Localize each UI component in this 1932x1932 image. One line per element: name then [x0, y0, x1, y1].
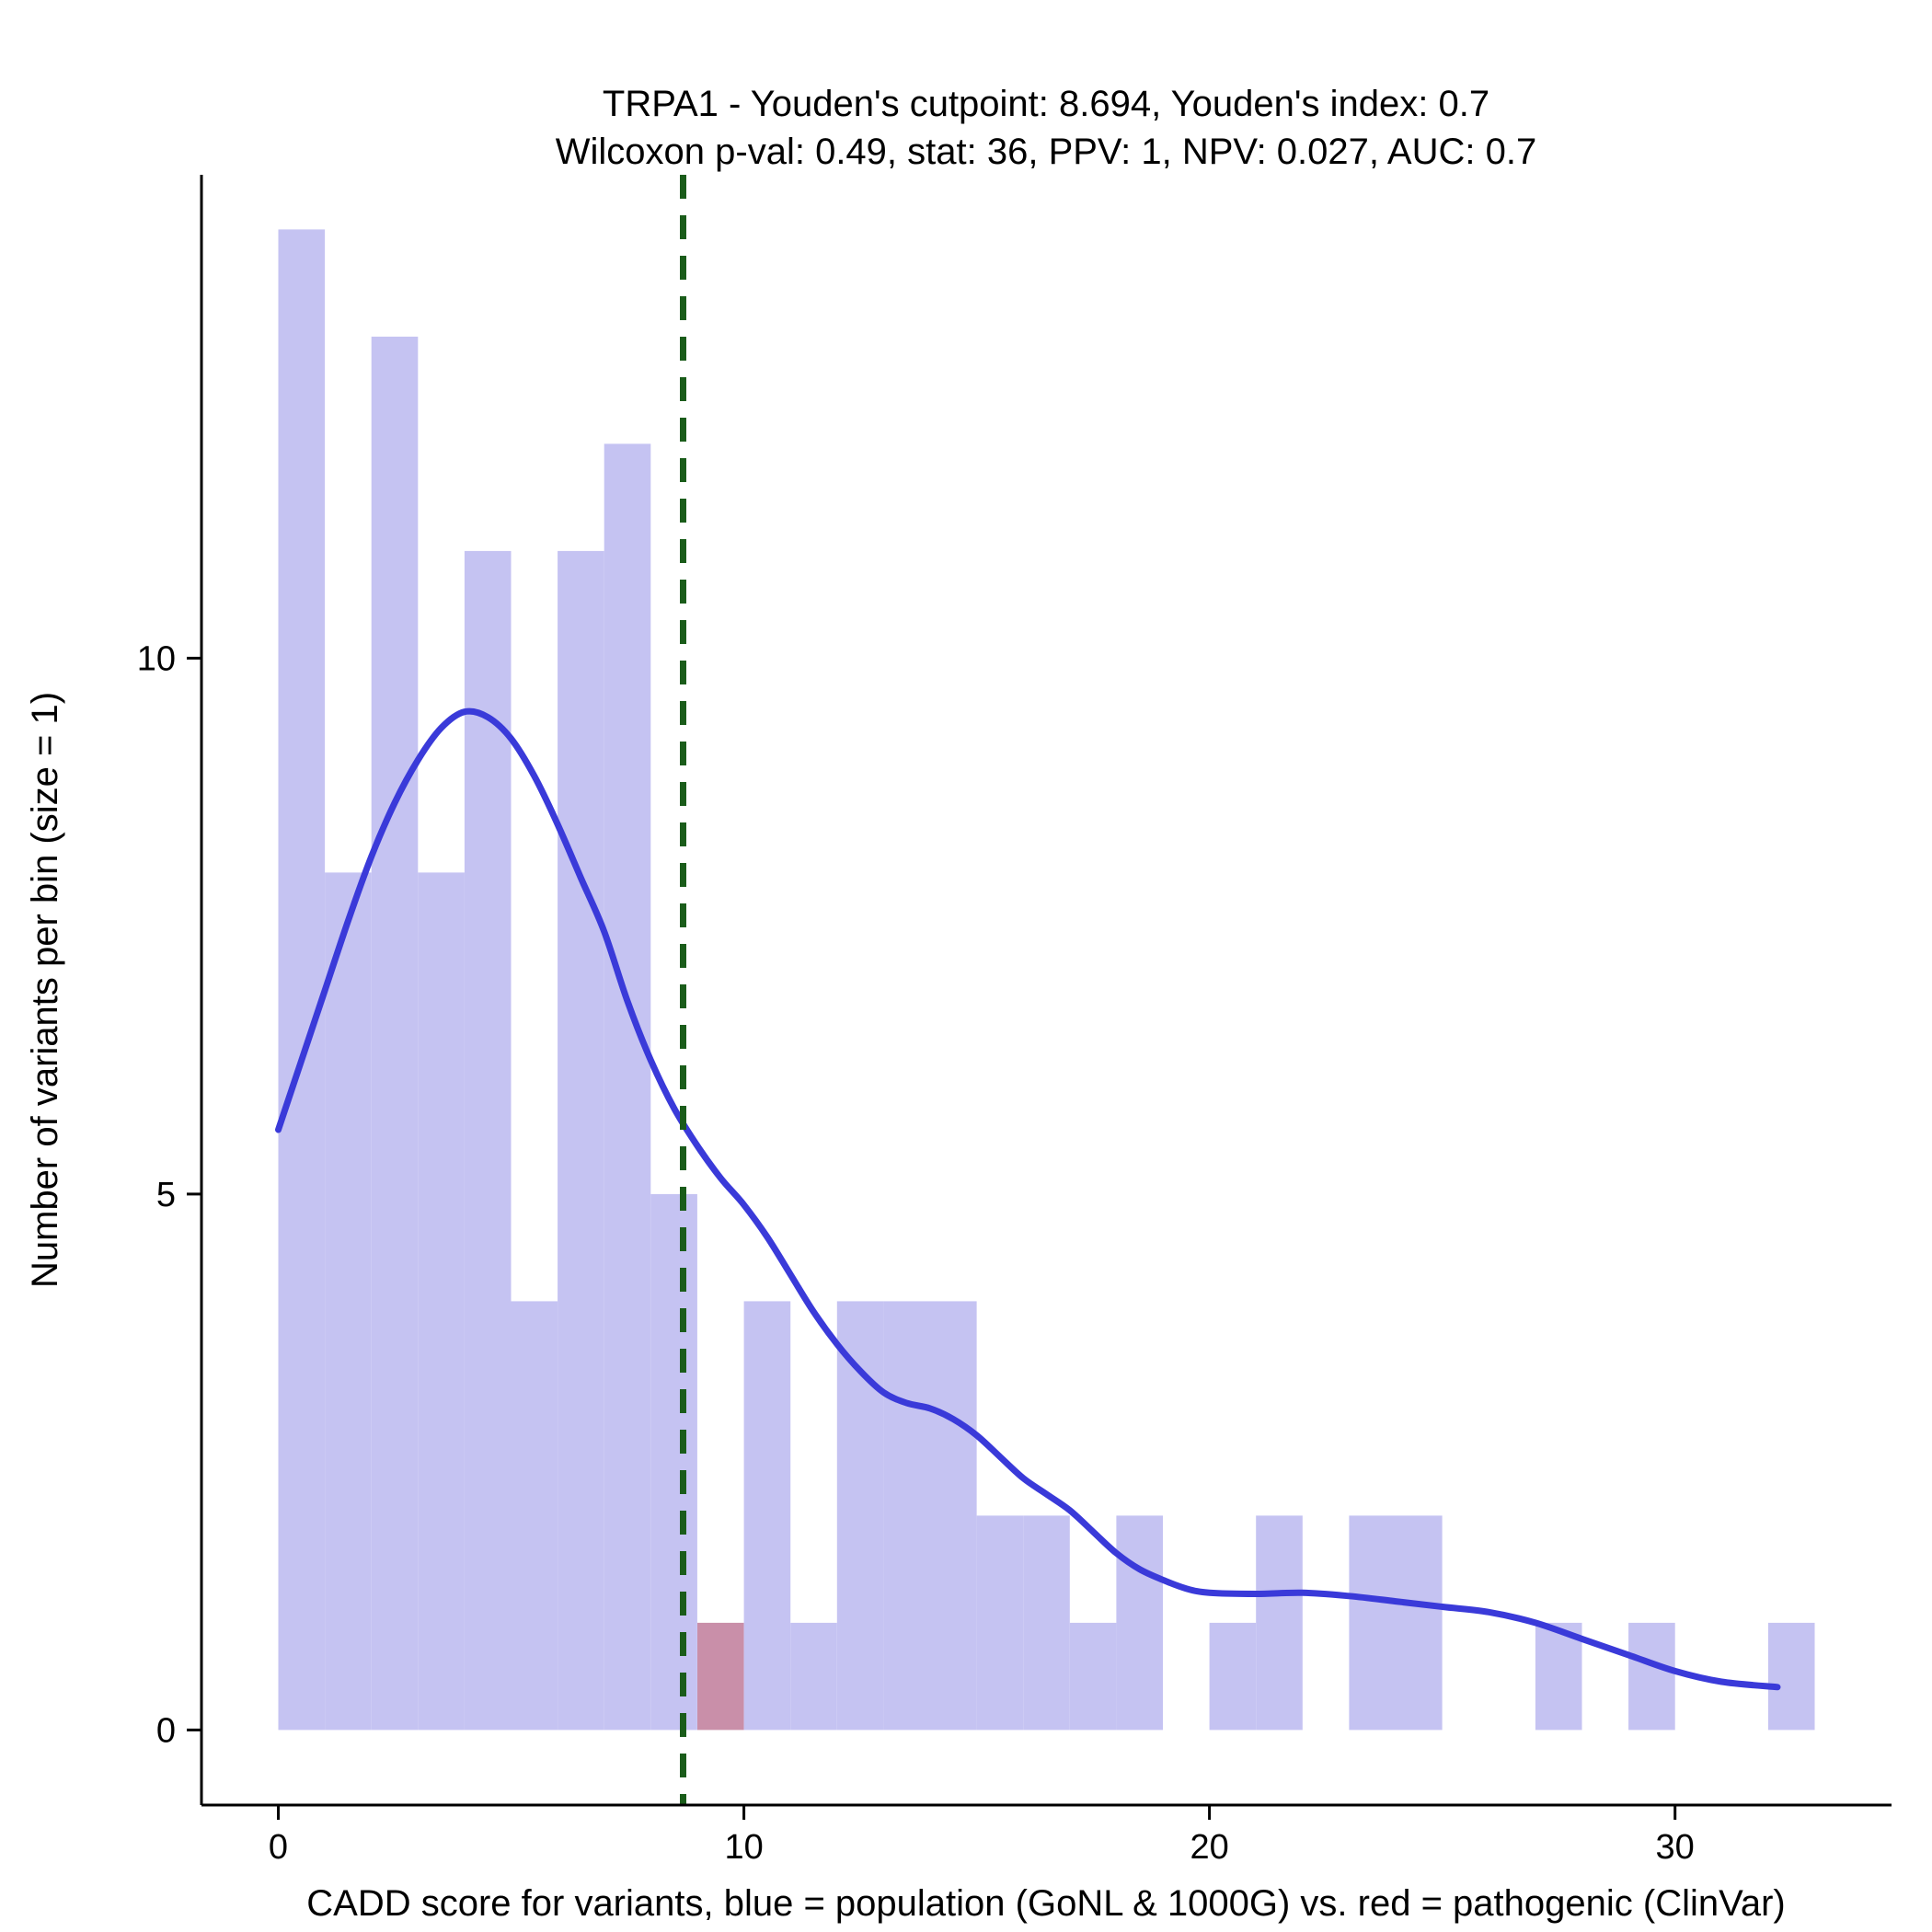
axes-group: 0 10 20 30 0 5 10 [137, 175, 1892, 1867]
histogram-bar-population [1396, 1515, 1443, 1731]
histogram-bar-population [418, 872, 465, 1731]
y-tick-label: 5 [156, 1176, 176, 1214]
histogram-bar-population [604, 443, 651, 1731]
histogram-bar-population [325, 872, 372, 1731]
histogram-bar-population [1023, 1515, 1070, 1731]
histogram-bar-population [1349, 1515, 1397, 1731]
histogram-bar-population [511, 1301, 558, 1731]
chart-subtitle: Wilcoxon p-val: 0.49, stat: 36, PPV: 1, … [556, 132, 1536, 172]
histogram-bar-population [1209, 1622, 1257, 1731]
histogram-bar-population [650, 1193, 697, 1731]
y-tick-label: 0 [156, 1711, 176, 1750]
histogram-bar-population [836, 1301, 884, 1731]
histogram-bar-population [1767, 1622, 1815, 1731]
histogram-bar-population [1535, 1622, 1582, 1731]
histogram-bar-population [1116, 1515, 1164, 1731]
x-tick-label: 20 [1190, 1828, 1228, 1867]
x-tick-label: 10 [724, 1828, 763, 1867]
histogram-bar-population [1256, 1515, 1303, 1731]
histogram-bar-population [883, 1301, 931, 1731]
density-curve [275, 707, 1781, 1691]
histogram-bar-population [371, 336, 419, 1731]
histogram-bars-group [278, 229, 1815, 1731]
histogram-bar-population [1069, 1622, 1117, 1731]
histogram-bar-population [976, 1515, 1024, 1731]
chart-title: TRPA1 - Youden's cutpoint: 8.694, Youden… [603, 84, 1489, 124]
histogram-bar-population [1628, 1622, 1675, 1731]
histogram-bar-population [743, 1301, 791, 1731]
histogram-bar-population [278, 229, 326, 1731]
histogram-bar-population [558, 550, 604, 1731]
y-axis-label: Number of variants per bin (size = 1) [25, 692, 65, 1288]
histogram-bar-population [790, 1622, 837, 1731]
x-axis-label: CADD score for variants, blue = populati… [306, 1883, 1785, 1924]
histogram-bar-population [930, 1301, 977, 1731]
histogram-bar-pathogenic [697, 1622, 744, 1731]
x-tick-label: 30 [1656, 1828, 1695, 1867]
histogram-bar-population [464, 550, 512, 1731]
y-tick-label: 10 [137, 639, 176, 678]
x-tick-label: 0 [269, 1828, 288, 1867]
